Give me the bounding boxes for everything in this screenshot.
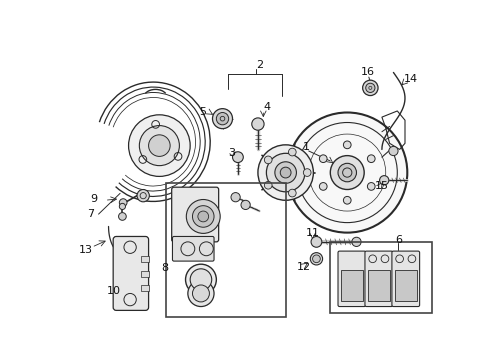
Circle shape [241,200,250,210]
Circle shape [310,253,322,265]
Circle shape [198,211,208,222]
Circle shape [280,167,290,178]
Circle shape [232,152,243,163]
Text: 8: 8 [162,263,168,273]
Circle shape [118,213,126,220]
Text: 11: 11 [305,228,319,238]
Circle shape [257,145,313,200]
Bar [394,270,416,301]
Text: 14: 14 [403,73,417,84]
Circle shape [139,126,179,166]
Circle shape [192,206,214,227]
Text: 15: 15 [374,181,388,191]
Circle shape [266,153,305,192]
Circle shape [230,193,240,202]
Text: 12: 12 [297,261,311,271]
Bar [141,256,148,262]
Circle shape [303,169,310,176]
Text: 9: 9 [90,194,97,204]
Text: 1: 1 [302,142,309,152]
Circle shape [366,183,374,190]
Circle shape [319,155,326,163]
Circle shape [190,269,211,291]
Circle shape [365,83,374,93]
Circle shape [137,189,149,202]
Circle shape [319,183,326,190]
Circle shape [312,255,320,263]
Circle shape [187,280,214,306]
Circle shape [264,156,271,164]
Text: 2: 2 [256,60,263,70]
Circle shape [119,199,127,206]
Circle shape [216,112,228,125]
Text: 6: 6 [394,235,401,245]
FancyBboxPatch shape [172,237,214,261]
Circle shape [185,264,216,295]
FancyBboxPatch shape [364,251,392,306]
Circle shape [286,112,407,233]
FancyBboxPatch shape [171,187,218,242]
Text: 7: 7 [87,209,94,219]
Bar [341,270,362,301]
Circle shape [274,162,296,183]
Circle shape [362,80,377,95]
Text: 16: 16 [360,67,374,77]
Circle shape [388,147,397,156]
Circle shape [343,141,350,149]
Circle shape [329,156,364,189]
Circle shape [366,155,374,163]
Circle shape [192,285,209,302]
FancyBboxPatch shape [337,251,365,306]
Circle shape [310,237,321,247]
Circle shape [351,237,360,247]
Circle shape [148,135,170,156]
Text: 4: 4 [263,102,270,112]
FancyBboxPatch shape [113,237,148,310]
Text: 5: 5 [199,108,206,117]
Bar [367,270,389,301]
Circle shape [119,203,125,210]
Circle shape [264,181,271,189]
Text: 10: 10 [107,286,121,296]
Bar [141,271,148,277]
Bar [329,242,431,313]
Circle shape [251,118,264,130]
Circle shape [186,199,220,233]
Text: 3: 3 [228,148,235,158]
Bar [141,285,148,291]
Circle shape [379,176,388,185]
Circle shape [128,115,190,176]
Circle shape [337,163,356,182]
Text: 13: 13 [79,244,93,255]
Circle shape [288,148,296,156]
Bar [166,183,285,316]
Circle shape [288,189,296,197]
Circle shape [212,109,232,129]
Circle shape [343,197,350,204]
FancyBboxPatch shape [391,251,419,306]
